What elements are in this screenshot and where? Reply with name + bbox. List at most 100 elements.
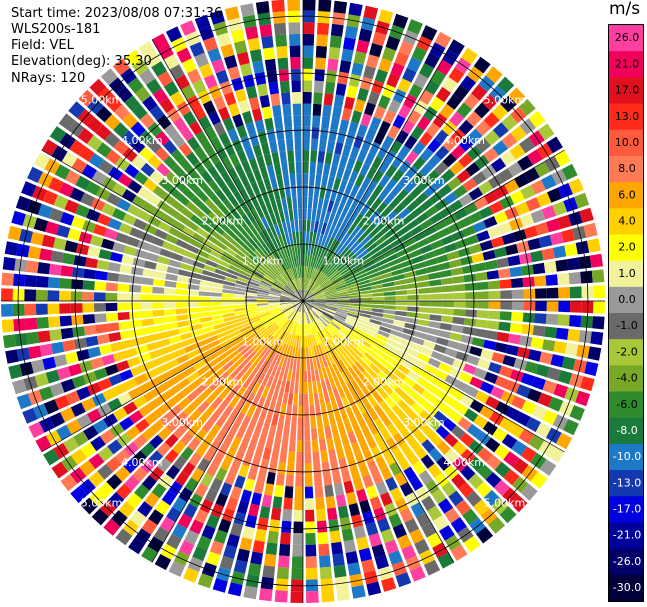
range-gate xyxy=(557,314,570,327)
range-gate xyxy=(296,323,300,336)
range-gate xyxy=(321,222,328,235)
range-gate xyxy=(363,332,376,341)
range-gate xyxy=(220,171,232,185)
range-gate xyxy=(53,354,68,368)
range-gate xyxy=(294,301,303,310)
range-gate xyxy=(434,198,449,211)
range-gate xyxy=(472,171,487,186)
range-gate xyxy=(256,301,269,304)
range-gate xyxy=(44,221,60,235)
range-gate xyxy=(255,233,265,245)
range-gate xyxy=(335,446,346,460)
range-gate xyxy=(326,297,338,300)
range-gate xyxy=(360,235,372,246)
range-gate xyxy=(105,302,118,312)
range-gate xyxy=(231,77,244,92)
range-gate xyxy=(463,318,477,327)
range-gate xyxy=(263,47,275,61)
range-gate xyxy=(290,57,301,69)
range-gate xyxy=(444,433,459,448)
range-gate xyxy=(325,326,335,337)
range-gate xyxy=(137,209,152,222)
range-gate xyxy=(483,216,498,229)
range-gate xyxy=(64,240,78,253)
range-gate xyxy=(332,349,341,361)
range-gate xyxy=(407,306,419,312)
range-gate xyxy=(325,290,337,295)
range-gate xyxy=(390,329,403,338)
range-gate xyxy=(440,382,454,395)
range-gate xyxy=(159,345,173,356)
range-gate xyxy=(304,463,313,476)
range-gate xyxy=(277,316,287,326)
range-gate xyxy=(317,332,325,344)
range-gate xyxy=(389,263,403,272)
range-gate xyxy=(246,211,256,224)
range-gate xyxy=(1,304,13,317)
range-gate xyxy=(321,247,329,260)
range-gate xyxy=(509,144,526,160)
range-gate xyxy=(94,313,107,323)
range-gate xyxy=(270,266,280,277)
range-gate xyxy=(489,411,505,426)
range-gate xyxy=(415,325,428,333)
range-gate xyxy=(317,150,326,164)
range-gate xyxy=(125,49,143,67)
range-gate xyxy=(90,197,106,212)
range-gate xyxy=(317,344,324,356)
range-gate xyxy=(261,422,270,436)
range-gate xyxy=(310,334,315,347)
range-gate xyxy=(329,35,342,49)
range-gate xyxy=(548,446,565,463)
range-gate xyxy=(345,207,355,220)
range-gate xyxy=(442,418,457,432)
range-gate xyxy=(157,338,171,348)
range-gate xyxy=(193,360,206,371)
range-gate xyxy=(258,330,269,340)
range-gate xyxy=(50,250,64,263)
range-gate xyxy=(222,507,235,522)
range-gate xyxy=(447,340,461,350)
range-gate xyxy=(358,547,373,562)
range-gate xyxy=(512,229,527,242)
range-gate xyxy=(199,221,212,233)
range-gate xyxy=(248,277,261,285)
range-gate xyxy=(301,335,303,348)
range-gate xyxy=(256,264,267,274)
range-gate xyxy=(265,214,274,227)
range-gate xyxy=(168,226,182,238)
range-gate xyxy=(151,483,167,499)
range-gate xyxy=(369,42,383,58)
range-gate xyxy=(368,227,380,239)
range-gate xyxy=(281,273,290,283)
range-gate xyxy=(163,81,179,97)
range-gate xyxy=(164,171,179,185)
range-gate xyxy=(467,128,483,144)
range-gate xyxy=(269,140,278,154)
range-gate xyxy=(317,221,324,234)
range-gate xyxy=(285,474,294,487)
range-gate xyxy=(306,358,311,371)
range-gate xyxy=(315,345,321,357)
range-gate xyxy=(58,113,76,131)
range-gate xyxy=(273,116,283,129)
range-gate xyxy=(333,435,343,449)
range-gate xyxy=(304,254,308,267)
range-gate xyxy=(270,200,278,213)
range-gate xyxy=(203,354,216,365)
range-gate xyxy=(205,335,219,344)
range-gate xyxy=(337,304,350,308)
range-gate xyxy=(429,96,445,112)
range-gate xyxy=(178,157,192,172)
range-gate xyxy=(252,355,262,367)
range-gate xyxy=(404,353,417,364)
range-gate xyxy=(234,412,245,426)
range-gate xyxy=(291,346,296,359)
colorbar-tick-label: 13.0 xyxy=(615,110,640,123)
range-gate xyxy=(82,220,97,233)
range-gate xyxy=(167,384,181,397)
range-gate xyxy=(477,447,493,463)
range-gate xyxy=(268,302,280,305)
range-gate xyxy=(397,225,410,237)
range-gate xyxy=(462,225,476,237)
